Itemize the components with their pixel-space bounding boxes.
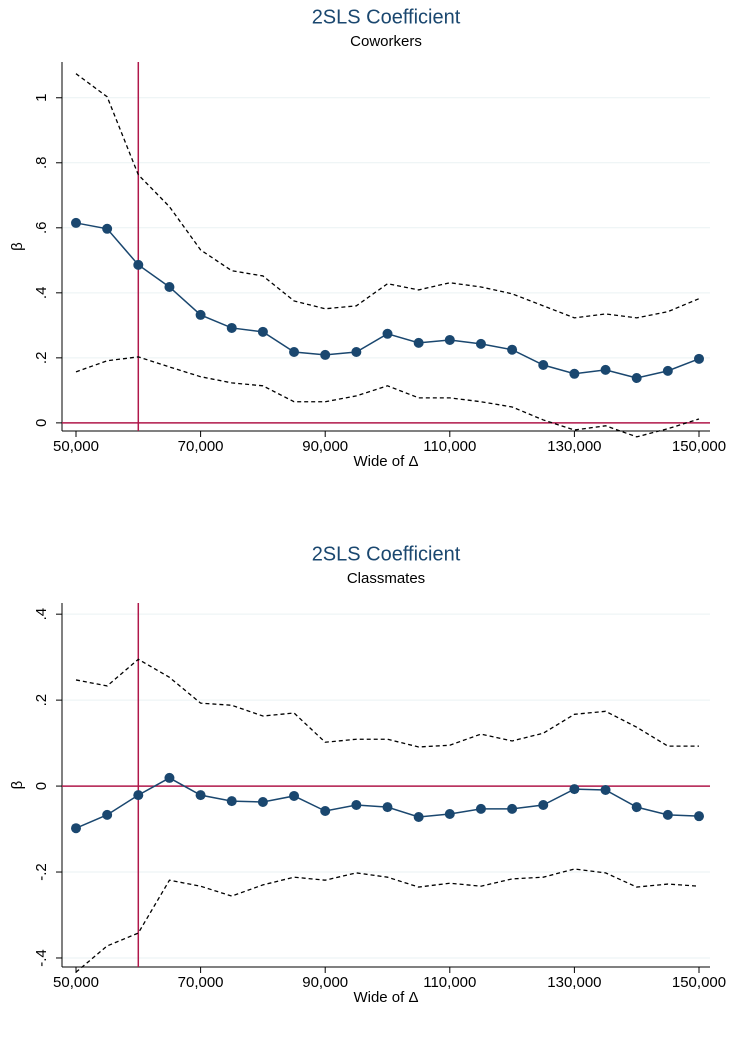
point bbox=[351, 799, 362, 810]
y-tick-label: .4 bbox=[33, 287, 50, 300]
ci-line bbox=[75, 356, 700, 438]
x-axis-label: Wide of Δ bbox=[353, 989, 418, 1006]
chart-subtitle: Classmates bbox=[347, 570, 425, 587]
y-tick-label: .8 bbox=[33, 157, 50, 170]
point bbox=[631, 373, 642, 384]
x-tick-label: 90,000 bbox=[302, 438, 348, 455]
point bbox=[289, 790, 300, 801]
ci-line bbox=[75, 73, 700, 319]
y-tick-label: -.2 bbox=[33, 863, 50, 881]
y-tick-label: .6 bbox=[33, 222, 50, 235]
point bbox=[600, 784, 611, 795]
point bbox=[538, 360, 549, 371]
x-tick-label: 130,000 bbox=[547, 438, 601, 455]
point bbox=[320, 806, 331, 816]
point bbox=[71, 823, 81, 834]
x-tick-label: 50,000 bbox=[53, 438, 99, 455]
x-tick-label: 130,000 bbox=[547, 974, 601, 991]
x-tick-label: 50,000 bbox=[53, 974, 99, 991]
point bbox=[662, 809, 673, 820]
series-line bbox=[75, 222, 700, 379]
point bbox=[195, 309, 206, 320]
x-tick-label: 70,000 bbox=[178, 438, 224, 455]
point bbox=[382, 328, 393, 339]
y-tick-label: .2 bbox=[33, 352, 50, 365]
y-tick-label: 0 bbox=[33, 782, 50, 790]
ci-line bbox=[75, 868, 700, 973]
chart-subtitle: Coworkers bbox=[350, 33, 422, 50]
ci-line bbox=[75, 658, 699, 748]
point bbox=[694, 353, 704, 364]
x-tick-label: 70,000 bbox=[178, 974, 224, 991]
y-axis-label: β bbox=[9, 242, 26, 251]
chart-title: 2SLS Coefficient bbox=[312, 543, 461, 565]
point bbox=[257, 796, 268, 807]
point bbox=[133, 259, 144, 270]
y-tick-label: .2 bbox=[33, 694, 50, 707]
point bbox=[195, 790, 206, 801]
x-tick-label: 110,000 bbox=[423, 974, 476, 991]
point bbox=[444, 334, 455, 345]
x-tick-label: 150,000 bbox=[672, 438, 726, 455]
point bbox=[102, 223, 113, 234]
point bbox=[694, 811, 704, 822]
point bbox=[102, 809, 113, 820]
x-tick-label: 150,000 bbox=[672, 974, 726, 991]
y-tick-label: 1 bbox=[33, 94, 50, 102]
point bbox=[507, 344, 518, 355]
x-tick-label: 110,000 bbox=[423, 438, 476, 455]
point bbox=[413, 812, 424, 823]
point bbox=[413, 337, 424, 348]
point bbox=[164, 281, 175, 292]
point bbox=[507, 803, 518, 814]
chart-title: 2SLS Coefficient bbox=[312, 6, 461, 28]
point bbox=[71, 217, 81, 228]
x-axis-label: Wide of Δ bbox=[353, 453, 418, 470]
x-tick-label: 90,000 bbox=[302, 974, 348, 991]
point bbox=[475, 803, 486, 814]
point bbox=[569, 784, 580, 795]
point bbox=[569, 368, 580, 379]
y-axis-label: β bbox=[9, 780, 26, 789]
point bbox=[226, 796, 237, 807]
point bbox=[320, 349, 331, 360]
point bbox=[538, 799, 549, 810]
point bbox=[382, 802, 393, 813]
point bbox=[600, 364, 611, 375]
point bbox=[226, 322, 237, 333]
point bbox=[164, 772, 175, 783]
point bbox=[289, 346, 300, 357]
point bbox=[662, 365, 673, 376]
point bbox=[631, 802, 642, 813]
point bbox=[475, 338, 486, 349]
point bbox=[133, 790, 144, 801]
point bbox=[257, 326, 268, 337]
y-tick-label: 0 bbox=[33, 419, 50, 427]
y-tick-label: -.4 bbox=[33, 949, 50, 967]
y-tick-label: .4 bbox=[33, 608, 50, 621]
point bbox=[351, 346, 362, 357]
point bbox=[444, 809, 455, 820]
